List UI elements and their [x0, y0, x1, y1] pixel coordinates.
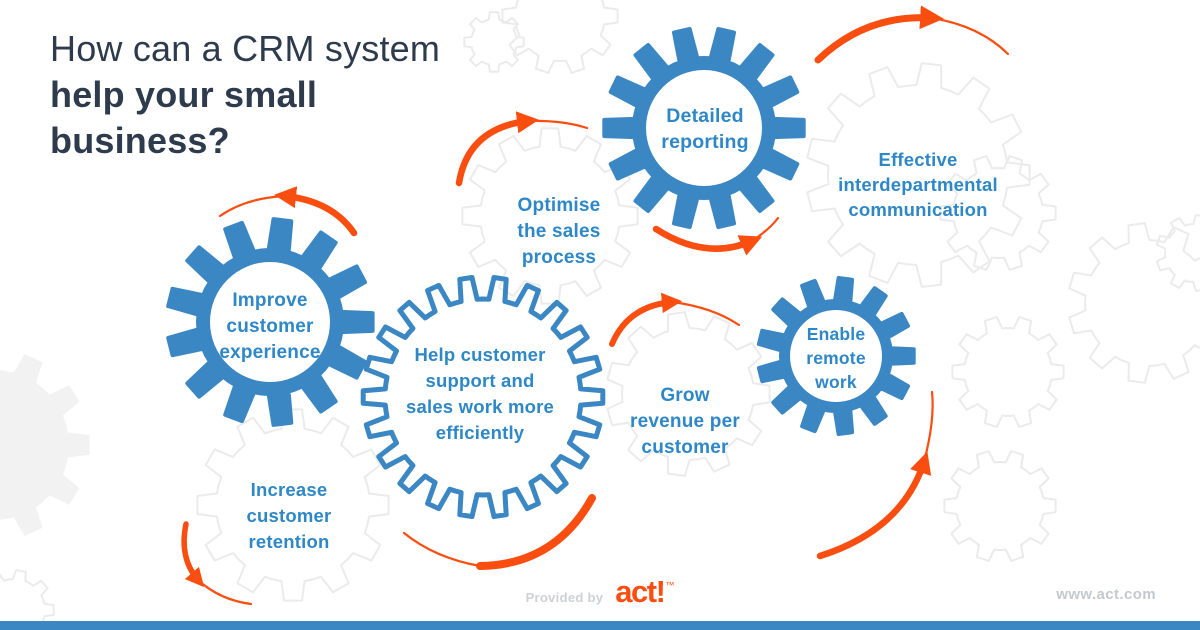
trademark-symbol: ™: [665, 580, 675, 590]
label-line: Detailed: [666, 105, 744, 127]
label-line: Help customer: [414, 344, 546, 365]
arc-stroke: [814, 5, 944, 64]
arc-stroke: [609, 292, 683, 347]
decorative-gear-icon: [943, 450, 1057, 562]
arc-stroke: [816, 451, 932, 560]
label-line: Grow: [660, 385, 710, 406]
decorative-gear-icon: [951, 316, 1065, 428]
label-line: efficiently: [435, 422, 525, 443]
arc-stroke: [181, 521, 205, 588]
arc-stroke: [274, 186, 358, 237]
arc-optimise-sales-icon: [455, 111, 589, 187]
title-line-bold-2: business?: [50, 120, 230, 161]
arc-grow-revenue-icon: [609, 292, 741, 347]
footer-branding: Provided by act!™: [0, 570, 1200, 607]
label-line: customer: [226, 316, 314, 337]
label-line: Optimise: [517, 195, 601, 216]
benefit-gears: [166, 27, 916, 519]
title-line-regular: How can a CRM system: [50, 28, 441, 69]
decorative-gear-icon: [806, 62, 1031, 288]
arc-tail: [922, 390, 934, 464]
gear-help-customer-support-icon: [360, 275, 606, 519]
decorative-gear-icon: [1068, 222, 1200, 384]
label-line: remote: [806, 348, 866, 368]
decorative-gear-icon: [1155, 214, 1200, 292]
arc-stroke: [652, 225, 763, 256]
label-line: work: [815, 372, 857, 392]
website-url: www.act.com: [1056, 586, 1156, 603]
label-line: customer: [641, 437, 729, 458]
label-enable-remote-work: Enable remote work: [766, 322, 906, 394]
label-line: process: [521, 247, 597, 268]
arc-tail: [218, 194, 287, 218]
gear-improve-customer-experience-center: [210, 262, 330, 382]
label-improve-customer-experience: Improve customer experience: [190, 288, 350, 366]
label-help-customer-support: Help customer support and sales work mor…: [375, 342, 585, 446]
page-title: How can a CRM system help your small bus…: [50, 26, 440, 164]
arc-detailed-reporting-icon: [652, 216, 780, 256]
decorative-gear-icon: [606, 311, 771, 477]
gear-enable-remote-work-center: [790, 310, 882, 402]
arc-tail: [930, 16, 1010, 56]
arc-increase-retention-icon: [181, 521, 253, 606]
label-effective-interdepartmental-communication: Effective interdepartmental communicatio…: [808, 147, 1028, 222]
arc-help-support-icon: [402, 494, 596, 570]
arc-tail: [670, 300, 741, 327]
label-line: Effective: [878, 149, 958, 170]
label-line: revenue per: [630, 411, 740, 432]
label-line: sales work more: [406, 396, 554, 417]
decorative-gear-icon: [463, 11, 525, 73]
arrow-arcs: [181, 5, 1010, 606]
gear-detailed-reporting-center: [646, 70, 762, 186]
arc-stroke: [455, 111, 539, 187]
decorative-gear-icon: [501, 0, 619, 74]
title-line-bold-1: help your small: [50, 74, 318, 115]
decorative-gear-icon: [0, 569, 55, 630]
arc-tail: [196, 578, 253, 606]
label-line: communication: [848, 199, 988, 220]
label-optimise-the-sales-process: Optimise the sales process: [469, 193, 649, 271]
act-logo: act!™: [615, 570, 674, 607]
arc-tail: [750, 216, 780, 243]
decorative-gear-icon: [461, 127, 639, 305]
label-increase-customer-retention: Increase customer retention: [199, 477, 379, 555]
act-logo-text: act!: [615, 574, 666, 609]
arc-tail: [526, 119, 589, 130]
label-line: experience: [219, 342, 321, 363]
label-line: Enable: [806, 324, 866, 344]
arc-enable-remote-icon: [816, 390, 934, 560]
arc-tail: [402, 531, 482, 568]
label-detailed-reporting: Detailed reporting: [625, 103, 785, 155]
label-line: Improve: [232, 290, 308, 311]
decorative-gear-icon: [0, 354, 90, 536]
label-line: support and: [425, 370, 535, 391]
arc-improve-experience-icon: [218, 186, 358, 237]
label-line: customer: [246, 505, 332, 526]
bottom-accent-bar: [0, 621, 1200, 630]
label-grow-revenue-per-customer: Grow revenue per customer: [595, 383, 775, 461]
label-line: reporting: [661, 131, 749, 153]
label-line: Increase: [250, 479, 328, 500]
decorative-gear-icon: [196, 408, 390, 602]
arc-stroke: [476, 494, 596, 570]
label-line: the sales: [517, 221, 601, 242]
provided-by-text: Provided by: [525, 590, 604, 605]
arc-effective-communication-icon: [814, 5, 1010, 64]
label-line: interdepartmental: [838, 174, 998, 195]
label-line: retention: [248, 531, 330, 552]
